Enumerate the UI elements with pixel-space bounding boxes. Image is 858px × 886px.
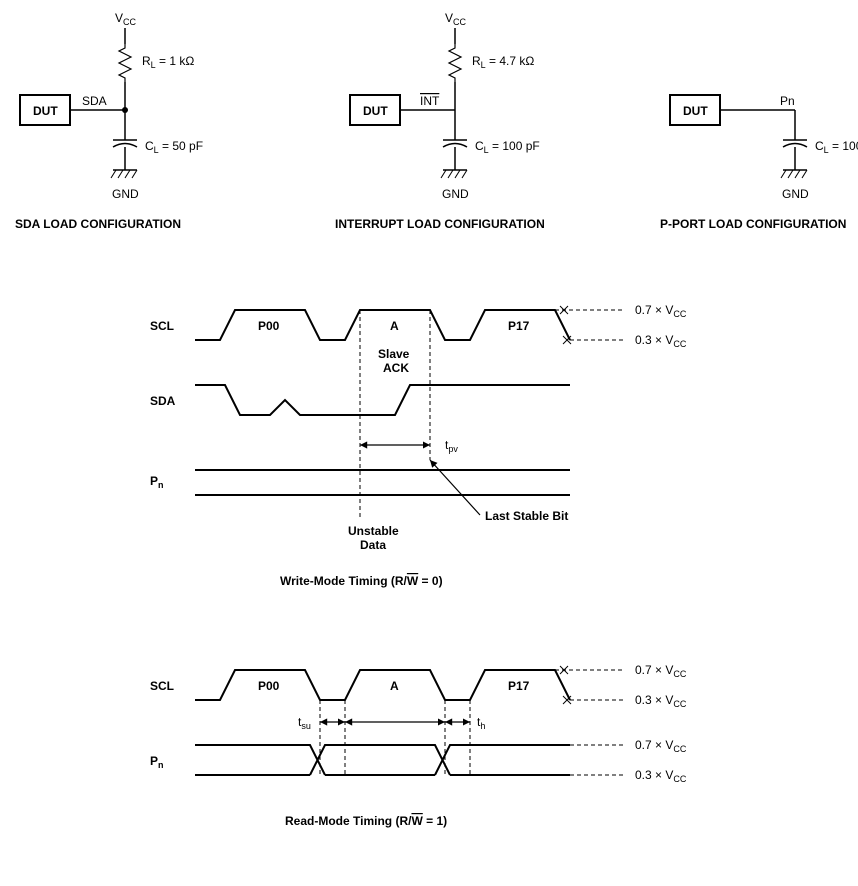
timing-read: SCL P00 A P17 0.7 × VCC 0.3 × VCC tsu th… — [150, 663, 687, 828]
svg-text:P17: P17 — [508, 679, 530, 693]
svg-text:0.7 × VCC: 0.7 × VCC — [635, 663, 687, 679]
svg-text:VCC: VCC — [445, 11, 467, 27]
cl-label: CL = 50 pF — [145, 139, 203, 155]
circuit-int: VCC RL = 4.7 kΩ DUT INT CL = 100 pF GND … — [335, 11, 545, 231]
svg-text:P00: P00 — [258, 679, 280, 693]
svg-text:0.3 × VCC: 0.3 × VCC — [635, 768, 687, 784]
gnd-label: GND — [112, 187, 139, 201]
slave-ack-label: SlaveACK — [378, 347, 410, 375]
scl-label: SCL — [150, 679, 174, 693]
svg-text:0.7 × VCC: 0.7 × VCC — [635, 303, 687, 319]
svg-text:0.7 × VCC: 0.7 × VCC — [635, 738, 687, 754]
caption: Read-Mode Timing (R/W = 1) — [285, 814, 447, 828]
svg-text:0.3 × VCC: 0.3 × VCC — [635, 693, 687, 709]
svg-text:tpv: tpv — [445, 438, 458, 454]
signal-label: INT — [420, 94, 440, 108]
unstable-label: UnstableData — [348, 524, 399, 552]
signal-label: SDA — [82, 94, 107, 108]
svg-text:DUT: DUT — [683, 104, 708, 118]
dut-label: DUT — [33, 104, 58, 118]
svg-text:th: th — [477, 715, 485, 731]
caption: Write-Mode Timing (R/W = 0) — [280, 574, 443, 588]
svg-text:CL = 100 pF: CL = 100 pF — [815, 139, 858, 155]
svg-text:Pn: Pn — [150, 474, 164, 490]
svg-text:CL = 100 pF: CL = 100 pF — [475, 139, 540, 155]
svg-text:DUT: DUT — [363, 104, 388, 118]
svg-text:Pn: Pn — [150, 754, 164, 770]
scl-label: SCL — [150, 319, 174, 333]
svg-text:GND: GND — [782, 187, 809, 201]
svg-text:0.3 × VCC: 0.3 × VCC — [635, 333, 687, 349]
signal-label: Pn — [780, 94, 795, 108]
svg-text:A: A — [390, 679, 399, 693]
svg-text:INTERRUPT LOAD CONFIGURATION: INTERRUPT LOAD CONFIGURATION — [335, 217, 545, 231]
circuit-pport: DUT Pn CL = 100 pF GND P-PORT LOAD CONFI… — [660, 94, 858, 231]
svg-text:tsu: tsu — [298, 715, 311, 731]
vcc-label: VCC — [115, 11, 137, 27]
svg-text:RL = 4.7 kΩ: RL = 4.7 kΩ — [472, 54, 534, 70]
svg-text:A: A — [390, 319, 399, 333]
svg-text:Last Stable Bit: Last Stable Bit — [485, 509, 568, 523]
rl-label: RL = 1 kΩ — [142, 54, 194, 70]
circuit-sda: VCC RL = 1 kΩ DUT SDA CL = 50 pF GND SDA… — [15, 11, 203, 231]
svg-text:P17: P17 — [508, 319, 530, 333]
timing-write: SCL P00 A P17 0.7 × VCC 0.3 × VCC SlaveA… — [150, 303, 687, 588]
caption: SDA LOAD CONFIGURATION — [15, 217, 181, 231]
svg-text:P00: P00 — [258, 319, 280, 333]
sda-label: SDA — [150, 394, 176, 408]
svg-text:P-PORT LOAD CONFIGURATION: P-PORT LOAD CONFIGURATION — [660, 217, 846, 231]
svg-text:GND: GND — [442, 187, 469, 201]
